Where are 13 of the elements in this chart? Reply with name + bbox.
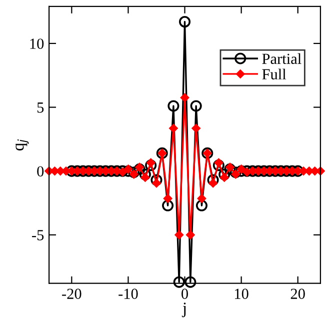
legend-label: Partial bbox=[262, 53, 302, 64]
x-tick-label: 10 bbox=[235, 288, 248, 299]
y-tick-label: 0 bbox=[37, 166, 44, 177]
x-axis-title: j bbox=[182, 302, 186, 318]
y-tick-label: 5 bbox=[37, 102, 44, 113]
x-tick-label: -10 bbox=[118, 288, 138, 299]
x-tick-label: 20 bbox=[290, 288, 305, 299]
x-tick-label: -20 bbox=[62, 288, 82, 299]
y-tick-label: -5 bbox=[32, 230, 44, 240]
y-tick-label: 10 bbox=[30, 38, 44, 49]
y-axis-title: q$_{j}$ bbox=[16, 139, 29, 150]
legend-label: Full bbox=[262, 68, 286, 80]
x-tick-label: 0 bbox=[182, 288, 188, 299]
